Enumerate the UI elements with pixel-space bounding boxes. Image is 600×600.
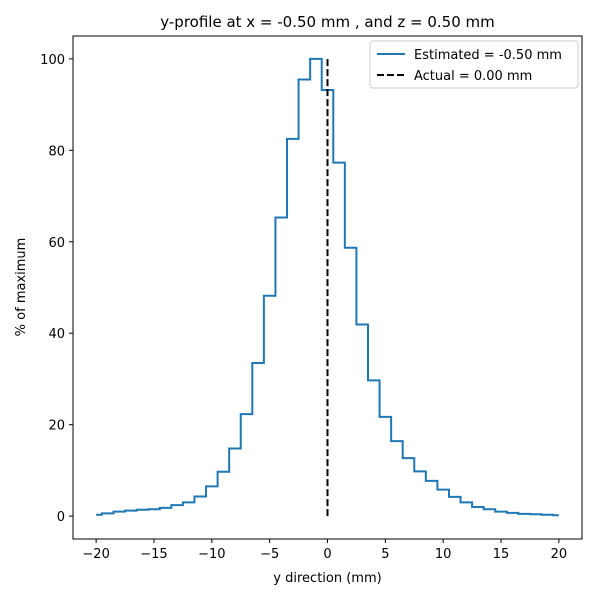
x-tick-label: −5 — [260, 547, 279, 562]
x-tick-label: 10 — [435, 547, 452, 562]
y-axis-label: % of maximum — [14, 238, 29, 337]
x-tick-label: 0 — [323, 547, 331, 562]
y-tick-label: 100 — [40, 53, 65, 68]
y-tick-label: 40 — [48, 327, 65, 342]
x-axis-label: y direction (mm) — [273, 571, 381, 586]
chart-title: y-profile at x = -0.50 mm , and z = 0.50… — [160, 13, 494, 31]
y-tick-label: 60 — [48, 236, 65, 251]
x-tick-label: −15 — [140, 547, 167, 562]
x-tick-label: 20 — [551, 547, 568, 562]
y-axis-ticks: 0 20 40 60 80 100 — [40, 53, 73, 525]
x-tick-label: 5 — [381, 547, 389, 562]
x-tick-label: −20 — [82, 547, 109, 562]
legend-box — [369, 40, 579, 89]
legend-label-actual: Actual = 0.00 mm — [414, 69, 532, 84]
y-tick-label: 20 — [48, 419, 65, 434]
y-tick-label: 80 — [48, 144, 65, 159]
legend: Estimated = -0.50 mm Actual = 0.00 mm — [369, 40, 579, 89]
x-tick-label: 15 — [493, 547, 510, 562]
x-axis-ticks: −20 −15 −10 −5 0 5 10 15 20 — [82, 539, 567, 562]
plot-area — [96, 57, 559, 517]
legend-label-estimated: Estimated = -0.50 mm — [414, 48, 562, 63]
axes-frame — [72, 35, 583, 540]
y-tick-label: 0 — [57, 510, 65, 525]
x-tick-label: −10 — [198, 547, 225, 562]
